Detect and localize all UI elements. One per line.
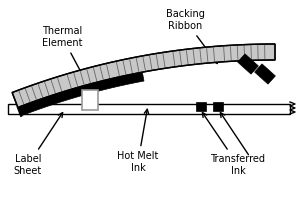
- Bar: [82, 90, 98, 110]
- Polygon shape: [255, 64, 275, 84]
- Text: Label
Sheet: Label Sheet: [14, 113, 63, 176]
- Text: Transferred
Ink: Transferred Ink: [202, 113, 265, 176]
- Polygon shape: [18, 72, 144, 116]
- Polygon shape: [12, 44, 275, 107]
- Bar: [196, 102, 206, 111]
- Polygon shape: [238, 54, 259, 74]
- Bar: [213, 102, 223, 111]
- Text: Backing
Ribbon: Backing Ribbon: [165, 9, 217, 63]
- Text: Hot Melt
Ink: Hot Melt Ink: [117, 109, 159, 173]
- Bar: [8, 104, 290, 114]
- Text: Thermal
Element: Thermal Element: [42, 26, 88, 85]
